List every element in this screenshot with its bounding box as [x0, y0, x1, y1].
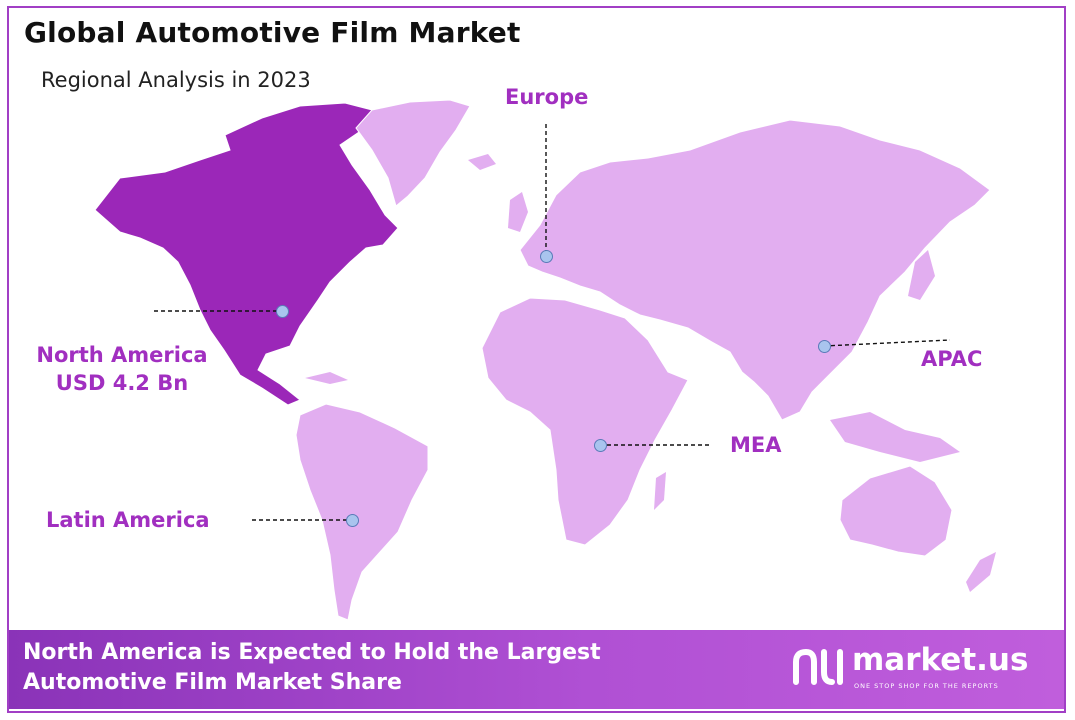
iceland-region — [468, 154, 496, 170]
latin-america-label: Latin America — [46, 508, 210, 532]
europe-label: Europe — [505, 85, 589, 109]
brand-name: market.us — [852, 642, 1029, 678]
north-america-name: North America — [36, 343, 208, 367]
footer-line-1: North America is Expected to Hold the La… — [23, 640, 601, 665]
australia-region — [839, 465, 953, 557]
page-title: Global Automotive Film Market — [24, 16, 521, 49]
apac-leader-line — [823, 339, 951, 347]
japan-region — [908, 250, 935, 300]
new-zealand-region — [966, 552, 996, 592]
latin-america-marker — [346, 514, 359, 527]
brand-block: market.us ONE STOP SHOP FOR THE REPORTS — [790, 642, 1030, 698]
footer-banner: North America is Expected to Hold the La… — [9, 630, 1064, 709]
brand-tagline: ONE STOP SHOP FOR THE REPORTS — [854, 682, 999, 690]
apac-marker — [818, 340, 831, 353]
eurasia-region — [519, 119, 991, 421]
uk-region — [508, 192, 528, 232]
europe-marker — [540, 250, 553, 263]
apac-label: APAC — [921, 347, 983, 371]
latin-america-region — [295, 403, 429, 621]
greenland-region — [355, 99, 471, 207]
se-asia-islands-region — [830, 412, 960, 462]
page-subtitle: Regional Analysis in 2023 — [41, 68, 311, 92]
mea-label: MEA — [730, 433, 782, 457]
market-us-logo-icon — [793, 648, 843, 685]
caribbean-region — [305, 372, 348, 384]
footer-message: North America is Expected to Hold the La… — [23, 638, 601, 698]
africa-region — [481, 297, 689, 546]
mea-marker — [594, 439, 607, 452]
north-america-marker — [276, 305, 289, 318]
footer-line-2: Automotive Film Market Share — [23, 670, 402, 695]
north-america-region — [94, 102, 399, 406]
madagascar-region — [654, 472, 666, 510]
north-america-value: USD 4.2 Bn — [55, 371, 189, 395]
north-america-label: North America USD 4.2 Bn — [28, 341, 216, 397]
